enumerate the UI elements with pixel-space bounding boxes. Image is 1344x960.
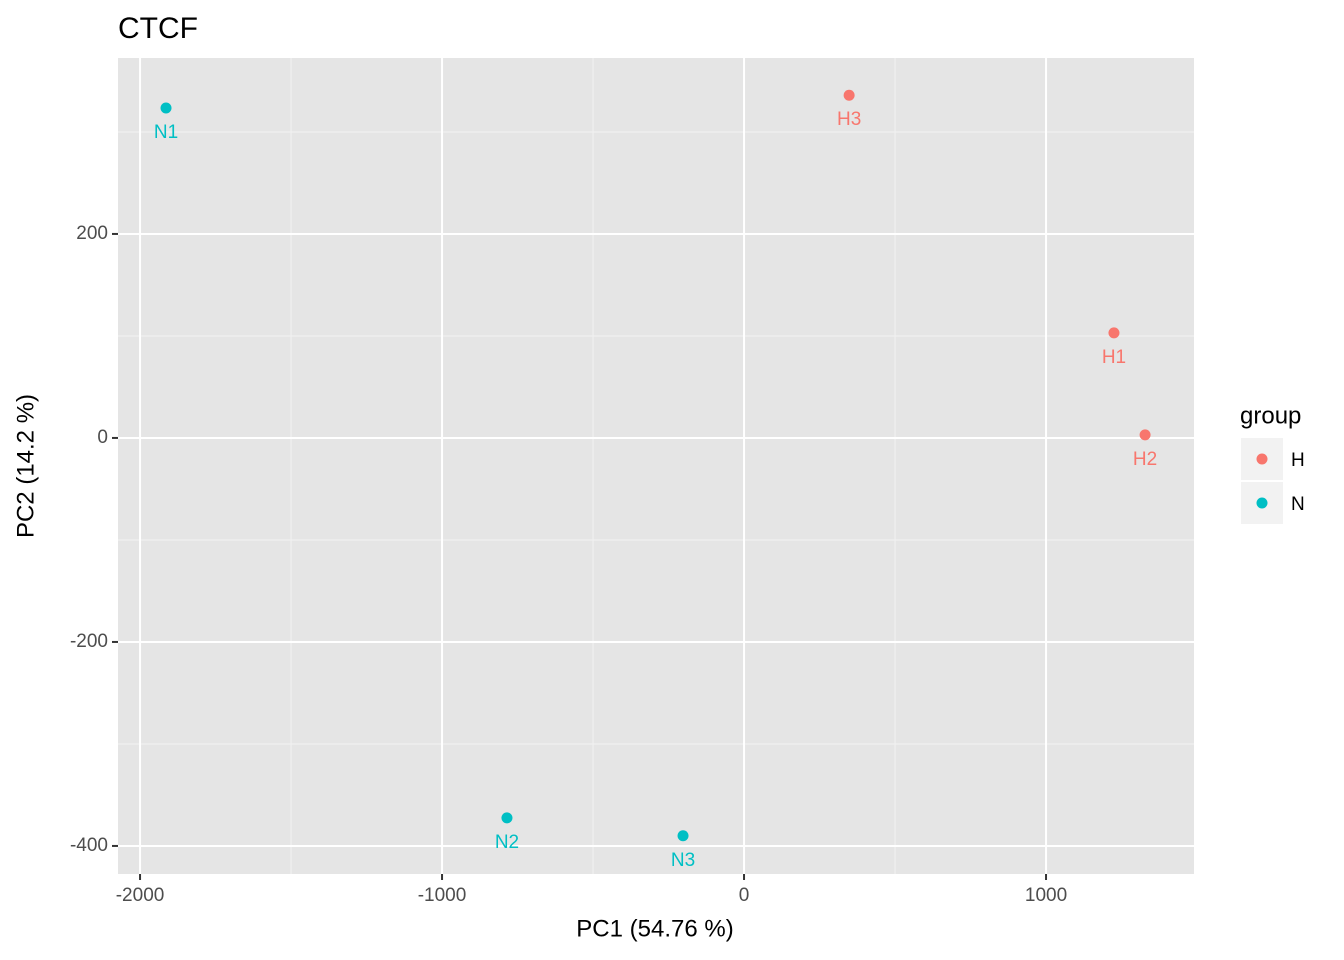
chart-title: CTCF (118, 12, 198, 45)
y-axis-title: PC2 (14.2 %) (12, 394, 39, 538)
x-tick-label: 0 (739, 885, 750, 906)
legend-marker (1256, 497, 1268, 509)
point-label: N2 (495, 832, 519, 853)
point-label: H2 (1133, 449, 1157, 470)
point (843, 89, 855, 101)
point-label: H3 (837, 109, 861, 130)
x-tick-label: 1000 (1025, 885, 1067, 906)
point (677, 830, 689, 842)
point-label: H1 (1102, 347, 1126, 368)
legend-label: H (1291, 450, 1305, 471)
point (1139, 429, 1151, 441)
x-tick-label: -2000 (116, 885, 165, 906)
y-tick-label: 0 (97, 427, 108, 448)
point (1108, 327, 1120, 339)
point-label: N3 (671, 850, 695, 871)
point (501, 812, 513, 824)
legend-title: group (1240, 402, 1301, 429)
x-tick-label: -1000 (418, 885, 467, 906)
y-tick-label: -400 (70, 835, 108, 856)
point (160, 102, 172, 114)
y-tick-label: -200 (70, 631, 108, 652)
y-tick-label: 200 (76, 223, 108, 244)
plot-panel (118, 58, 1194, 874)
legend-marker (1256, 453, 1268, 465)
legend-label: N (1291, 494, 1305, 515)
x-axis-title: PC1 (54.76 %) (576, 915, 733, 942)
point-label: N1 (154, 122, 178, 143)
